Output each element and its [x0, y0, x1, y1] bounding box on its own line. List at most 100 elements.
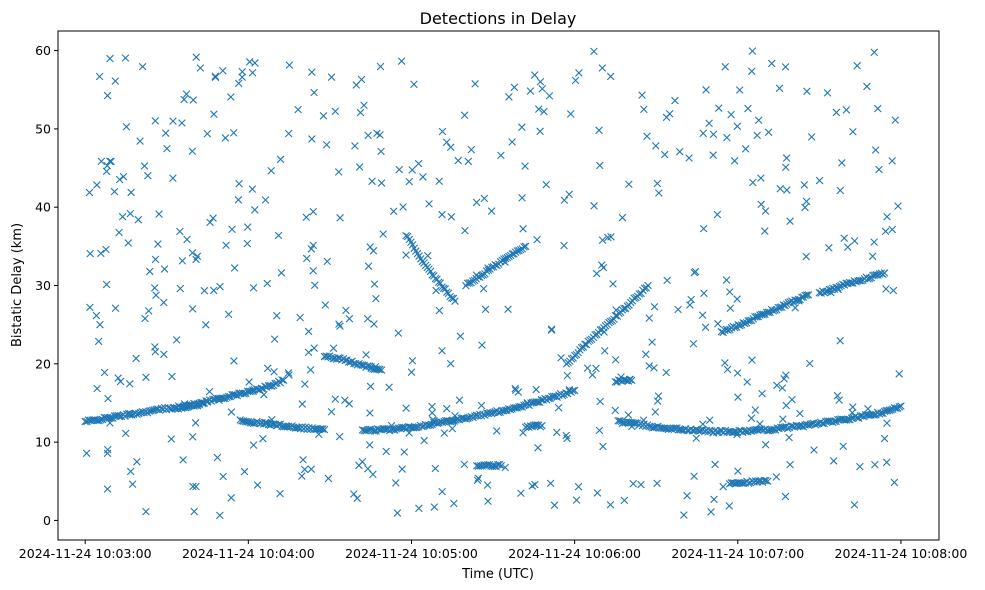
detection-point [294, 105, 302, 114]
detection-point [834, 285, 842, 294]
detection-point [575, 69, 583, 77]
detection-point [887, 406, 895, 414]
detection-point [320, 425, 329, 434]
detection-point [96, 320, 104, 329]
detection-point [235, 179, 243, 188]
detection-point [699, 420, 707, 428]
detection-point [160, 350, 168, 359]
detection-point [702, 86, 710, 94]
detection-point [557, 353, 565, 362]
detection-point [725, 288, 734, 296]
detection-point [298, 400, 307, 408]
detection-point [304, 348, 313, 357]
detection-point [450, 499, 458, 508]
detection-point [446, 359, 455, 368]
detection-point [188, 305, 197, 313]
detection-point [721, 63, 730, 71]
detection-point [377, 366, 386, 374]
detection-point [563, 371, 572, 380]
detection-point [611, 406, 620, 415]
detection-point [415, 504, 423, 513]
detection-point [699, 129, 707, 138]
detection-point [480, 194, 489, 203]
detection-point [542, 180, 551, 189]
detection-point [843, 243, 852, 251]
detection-point [230, 357, 238, 365]
detection-point [426, 421, 435, 430]
detection-point [628, 422, 636, 431]
detection-point [240, 390, 248, 398]
detection-point [651, 408, 660, 416]
detection-point [596, 397, 604, 406]
detection-point [435, 177, 444, 186]
y-tick-label: 10 [35, 435, 51, 450]
detection-point [93, 181, 101, 189]
detection-point [630, 294, 638, 303]
detection-point [590, 47, 598, 56]
detection-point [448, 416, 457, 425]
detection-point [895, 370, 903, 378]
detection-point [260, 390, 268, 399]
detection-point [690, 472, 698, 481]
detection-point [709, 130, 718, 139]
detection-point [234, 79, 243, 88]
detection-point [227, 493, 236, 502]
detection-point [103, 485, 112, 493]
detection-point [300, 465, 309, 474]
detection-point [331, 107, 340, 116]
detection-point [176, 227, 184, 236]
x-tick-label: 2024-11-24 10:08:00 [835, 546, 968, 561]
detection-point [434, 278, 443, 287]
detection-point [440, 429, 449, 437]
detection-point [309, 241, 318, 250]
detection-point [240, 467, 249, 476]
detection-point [310, 344, 318, 352]
detection-point [211, 72, 220, 81]
detection-point [97, 157, 106, 166]
detection-point [272, 311, 281, 320]
detection-point [823, 89, 832, 97]
detection-point [85, 188, 94, 197]
detection-point [243, 223, 252, 231]
detection-point [121, 54, 130, 62]
detection-point [425, 200, 433, 208]
detection-point [825, 244, 833, 252]
detection-point [624, 411, 633, 419]
detection-point [526, 87, 535, 95]
detection-point [761, 440, 770, 449]
detection-point [189, 482, 197, 491]
detection-point [296, 313, 304, 322]
detection-point [402, 404, 410, 412]
detection-point [405, 429, 413, 437]
detection-point [285, 371, 293, 379]
detection-point [538, 421, 546, 430]
detection-point [224, 310, 233, 319]
detection-point [436, 279, 445, 287]
detection-point [151, 255, 160, 264]
detection-point [894, 202, 902, 210]
detection-point [461, 226, 469, 235]
detection-point [395, 165, 404, 174]
detection-point [627, 376, 636, 385]
detection-point [179, 456, 187, 464]
detection-point [405, 177, 414, 186]
detection-point [785, 433, 793, 442]
detection-point [431, 464, 440, 473]
detection-point [471, 80, 479, 88]
detection-point [321, 301, 330, 309]
detection-point [304, 327, 313, 336]
plot-frame [57, 30, 940, 541]
detection-point [532, 385, 540, 394]
detection-point [540, 107, 548, 116]
detection-point [203, 129, 212, 138]
detection-point [510, 83, 519, 92]
detection-point [145, 267, 154, 276]
detection-point [796, 409, 804, 418]
detection-point [429, 416, 437, 424]
detection-point [562, 431, 570, 440]
detection-point [773, 381, 781, 390]
y-tick-label: 20 [35, 356, 51, 371]
detection-point [190, 507, 198, 516]
detection-point [118, 212, 127, 221]
detection-point [95, 72, 104, 81]
